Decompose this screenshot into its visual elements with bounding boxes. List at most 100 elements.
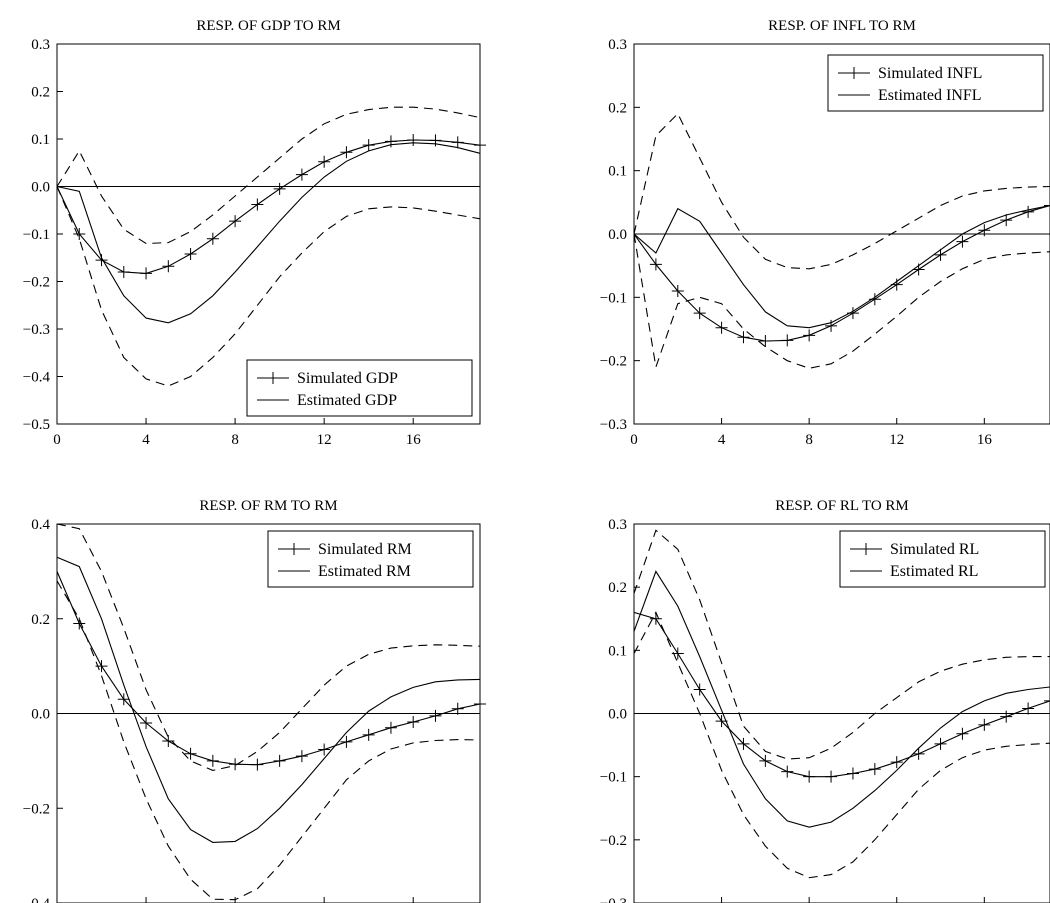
x-tick-label: 8 [805,432,813,448]
y-tick-label: 0.0 [31,707,50,723]
legend-box [839,530,1046,588]
series-line-simulated-gdp [56,139,481,274]
data-point-marker [1044,199,1050,212]
y-tick-label: 0.2 [31,85,50,101]
y-tick-label: 0.0 [608,227,627,243]
chart-title: RESP. OF GDP TO RM [196,18,340,34]
data-point-marker [825,319,838,332]
y-tick-label: 0.1 [31,132,50,148]
legend: Simulated RL Estimated RL [839,530,1046,588]
y-tick-label: −0.1 [600,770,627,786]
data-point-marker [362,728,375,741]
data-point-marker [934,737,947,750]
legend: Simulated INFL Estimated INFL [827,54,1044,112]
data-point-marker [295,750,308,763]
data-point-marker [140,267,153,280]
data-point-marker [140,716,153,729]
legend-entry-label: Simulated INFL [878,65,982,82]
data-point-marker [451,702,464,715]
data-point-marker [384,721,397,734]
x-tick-label: 12 [317,432,332,448]
data-point-marker [956,235,969,248]
y-tick-label: −0.2 [23,801,50,817]
legend-box [827,54,1044,112]
data-point-marker [273,182,286,195]
y-tick-label: −0.1 [600,290,627,306]
data-point-marker [890,756,903,769]
data-point-marker [978,224,991,237]
data-point-marker [73,617,86,630]
y-tick-label: −0.5 [23,417,50,433]
y-tick-label: 0.2 [608,100,627,116]
data-point-marker [868,763,881,776]
confidence-band-line [56,523,481,771]
x-tick-label: 4 [718,432,726,448]
data-point-marker [1000,214,1013,227]
legend-entry-label: Simulated RL [890,541,979,558]
y-tick-label: 0.3 [608,37,627,53]
chart-panel-1: RESP. OF GDP TO RM −0.5 −0.4 −0.3 −0.2 −0.1 0.… [23,18,486,448]
data-point-marker [474,698,486,711]
data-point-marker [340,735,353,748]
x-tick-label: 0 [630,432,638,448]
data-point-marker [1022,702,1035,715]
legend-box [267,530,474,588]
y-tick-label: 0.1 [608,164,627,180]
x-tick-label: 12 [889,432,904,448]
data-point-marker [1022,205,1035,218]
chart-panel-2: RESP. OF INFL TO RM −0.3 −0.2 −0.1 0.0 0.1 0.2… [600,18,1050,448]
data-point-marker [1044,694,1050,707]
y-tick-label: −0.2 [600,354,627,370]
data-point-marker [318,743,331,756]
confidence-band-line [56,186,481,387]
data-point-marker [781,765,794,778]
x-tick-label: 16 [977,432,993,448]
legend: Simulated GDP Estimated GDP [246,359,473,417]
series-line-estimated-infl [633,204,1050,329]
data-point-marker [759,754,772,767]
confidence-band-line [56,106,481,245]
data-point-marker [1000,710,1013,723]
data-point-marker [117,693,130,706]
data-point-marker [206,232,219,245]
data-point-marker [95,254,108,267]
data-point-marker [846,767,859,780]
y-tick-label: −0.1 [23,227,50,243]
y-tick-label: 0.3 [31,37,50,53]
confidence-band-line [633,611,1050,879]
data-point-marker [803,329,816,342]
data-point-marker [184,747,197,760]
series-line-simulated-rm [56,571,481,766]
chart-panel-4: RESP. OF RL TO RM −0.3 −0.2 −0.1 0.0 0.1 0.2 0.… [600,498,1050,903]
data-point-marker [251,198,264,211]
data-point-marker [407,133,420,146]
data-point-marker [868,293,881,306]
y-tick-label: 0.0 [31,180,50,196]
data-point-marker [384,135,397,148]
data-point-marker [73,228,86,240]
data-point-marker [737,737,750,750]
y-tick-label: 0.3 [608,517,627,533]
y-tick-label: −0.3 [23,322,50,338]
data-point-marker [451,136,464,149]
data-point-marker [693,683,706,696]
chart-title: RESP. OF INFL TO RM [768,18,916,34]
series-line-simulated-rl [633,611,1050,778]
data-point-marker [117,266,130,278]
legend-entry-label: Estimated GDP [297,392,397,409]
y-tick-label: 0.0 [608,707,627,723]
data-point-marker [162,260,175,273]
y-tick-label: 0.1 [608,643,627,659]
data-point-marker [474,139,486,152]
data-point-marker [362,139,375,152]
x-tick-label: 4 [142,432,150,448]
data-point-marker [273,754,286,767]
confidence-band-line [56,580,481,901]
confidence-band-line [633,112,1050,270]
data-point-marker [715,321,728,334]
y-tick-label: −0.2 [23,275,50,291]
data-point-marker [295,168,308,181]
legend-entry-label: Simulated RM [318,541,412,558]
x-tick-label: 0 [53,432,61,448]
